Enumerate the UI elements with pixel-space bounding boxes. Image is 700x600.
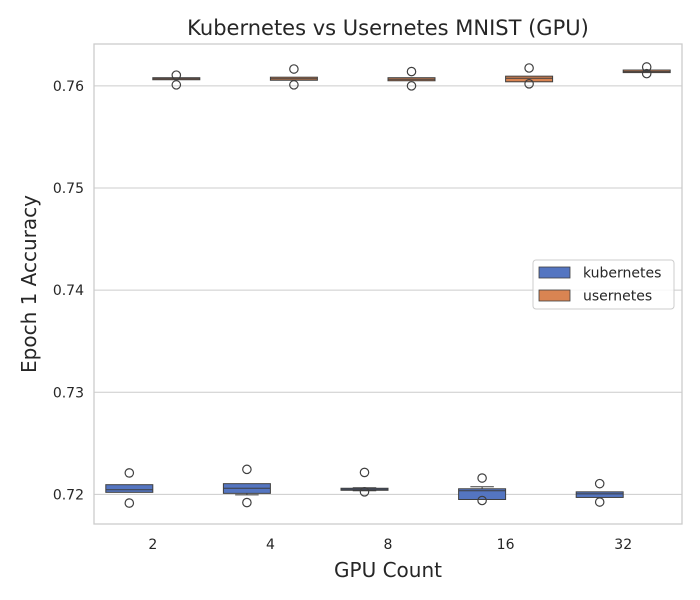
y-tick-label: 0.74 [53,283,84,299]
kubernetes-box-2 [105,468,154,508]
outlier-point [641,68,652,79]
outlier-point [524,79,534,89]
usernetes-box-2 [152,70,201,90]
outlier-point [289,80,299,90]
y-tick-label: 0.76 [53,79,84,95]
y-tick-label: 0.72 [53,487,84,503]
y-axis-label: Epoch 1 Accuracy [17,195,41,373]
outlier-point [359,467,370,478]
box-iqr [575,491,624,498]
outlier-point [359,487,370,497]
legend-label-usernetes: usernetes [583,289,652,305]
x-tick-label: 4 [266,537,275,553]
outlier-point [171,70,182,80]
legend: kubernetes usernetes [532,259,675,310]
x-axis-label: GPU Count [334,558,442,582]
outlier-point [524,63,534,73]
outlier-point [289,64,299,74]
x-tick-label: 2 [148,537,157,553]
legend-swatch-kubernetes [538,266,571,279]
usernetes-box-4 [269,64,318,90]
plot-frame [93,43,683,525]
outlier-point [124,468,135,478]
x-tick-label: 32 [614,537,632,553]
chart-title: Kubernetes vs Usernetes MNIST (GPU) [187,16,589,40]
x-tick-label: 16 [497,537,515,553]
box-iqr [505,75,554,83]
outlier-point [406,81,417,91]
outlier-point [641,62,652,72]
y-tick-label: 0.75 [53,181,84,197]
outlier-point [477,495,487,506]
kubernetes-box-4 [222,464,271,508]
outlier-point [406,66,417,77]
kubernetes-box-32 [575,478,624,507]
box-iqr [105,484,154,493]
usernetes-box-16 [505,63,554,89]
usernetes-box-8 [387,66,436,91]
outlier-point [477,473,487,483]
outlier-point [594,478,605,489]
outlier-point [242,464,252,475]
x-tick-label: 8 [384,537,393,553]
outlier-point [124,498,135,508]
y-tick-label: 0.73 [53,385,84,401]
kubernetes-box-8 [340,467,389,497]
outlier-point [242,497,252,508]
y-axis-ticks: 0.72 0.73 0.74 0.75 0.76 [53,79,84,504]
kubernetes-box-16 [458,473,507,506]
box-plot-marks [105,62,671,508]
outlier-point [594,497,605,507]
legend-label-kubernetes: kubernetes [583,266,661,282]
outlier-point [171,80,182,90]
usernetes-box-32 [622,62,671,79]
x-axis-ticks: 2 4 8 16 32 [148,537,632,553]
legend-swatch-usernetes [538,289,571,302]
box-iqr [458,488,507,500]
